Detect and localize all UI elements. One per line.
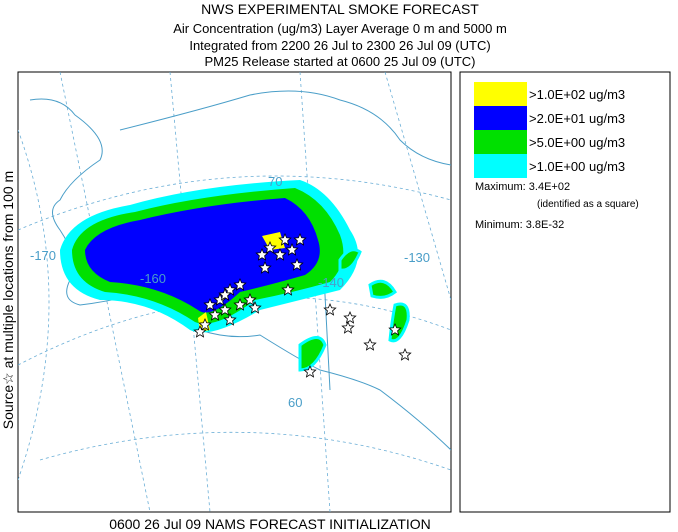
subtitle: Air Concentration (ug/m3) Layer Average … bbox=[173, 21, 507, 36]
legend-label: >1.0E+02 ug/m3 bbox=[529, 87, 625, 102]
source-star bbox=[263, 240, 277, 254]
legend: >1.0E+02 ug/m3 >2.0E+01 ug/m3 >5.0E+00 ug/… bbox=[474, 82, 625, 178]
subtitle: Integrated from 2200 26 Jul to 2300 26 J… bbox=[189, 38, 490, 53]
source-star bbox=[258, 260, 272, 274]
source-star bbox=[233, 277, 247, 291]
source-star bbox=[388, 322, 402, 336]
source-star bbox=[363, 337, 377, 351]
source-star bbox=[218, 302, 232, 316]
source-star bbox=[323, 302, 337, 316]
footer: 0600 26 Jul 09 NAMS FORECAST INITIALIZAT… bbox=[109, 516, 431, 532]
source-star bbox=[243, 292, 257, 306]
minimum: Minimum: 3.8E-32 bbox=[475, 219, 564, 231]
smoke-patches bbox=[298, 248, 410, 372]
smoke-2e1 bbox=[85, 198, 320, 313]
source-star bbox=[273, 247, 287, 261]
legend-label: >5.0E+00 ug/m3 bbox=[529, 135, 625, 150]
legend-label: >1.0E+00 ug/m3 bbox=[529, 159, 625, 174]
source-star bbox=[203, 297, 217, 311]
legend-label: >2.0E+01 ug/m3 bbox=[529, 111, 625, 126]
map bbox=[18, 72, 451, 512]
source-star bbox=[198, 317, 212, 331]
map-label: -140 bbox=[318, 275, 344, 290]
source-star bbox=[233, 297, 247, 311]
source-star bbox=[343, 310, 357, 324]
legend-swatch bbox=[474, 154, 527, 178]
source-star bbox=[193, 324, 207, 338]
side-label: Source☆ at multiple locations from 100 m bbox=[0, 171, 16, 429]
source-star bbox=[255, 247, 269, 261]
legend-swatch bbox=[474, 106, 527, 130]
source-star bbox=[208, 307, 222, 321]
source-star bbox=[218, 287, 232, 301]
source-star bbox=[278, 232, 292, 246]
source-star bbox=[303, 364, 317, 378]
maximum-note: (identified as a square) bbox=[537, 199, 639, 210]
maximum: Maximum: 3.4E+02 bbox=[475, 181, 570, 193]
legend-swatch bbox=[474, 82, 527, 106]
map-label: -170 bbox=[30, 248, 56, 263]
map-label: 60 bbox=[288, 395, 302, 410]
map-label: -160 bbox=[140, 271, 166, 286]
legend-swatch bbox=[474, 130, 527, 154]
coastline bbox=[29, 90, 451, 451]
map-label: 70 bbox=[268, 174, 282, 189]
source-star bbox=[248, 300, 262, 314]
title: NWS EXPERIMENTAL SMOKE FORECAST bbox=[201, 1, 479, 17]
source-star bbox=[341, 320, 355, 334]
source-star bbox=[281, 282, 295, 296]
subtitle: PM25 Release started at 0600 25 Jul 09 (… bbox=[205, 54, 476, 69]
source-star bbox=[398, 347, 412, 361]
source-markers bbox=[193, 232, 412, 378]
source-star bbox=[223, 312, 237, 326]
source-star bbox=[293, 232, 307, 246]
map-label: -130 bbox=[404, 250, 430, 265]
source-star bbox=[285, 242, 299, 256]
source-star bbox=[290, 257, 304, 271]
